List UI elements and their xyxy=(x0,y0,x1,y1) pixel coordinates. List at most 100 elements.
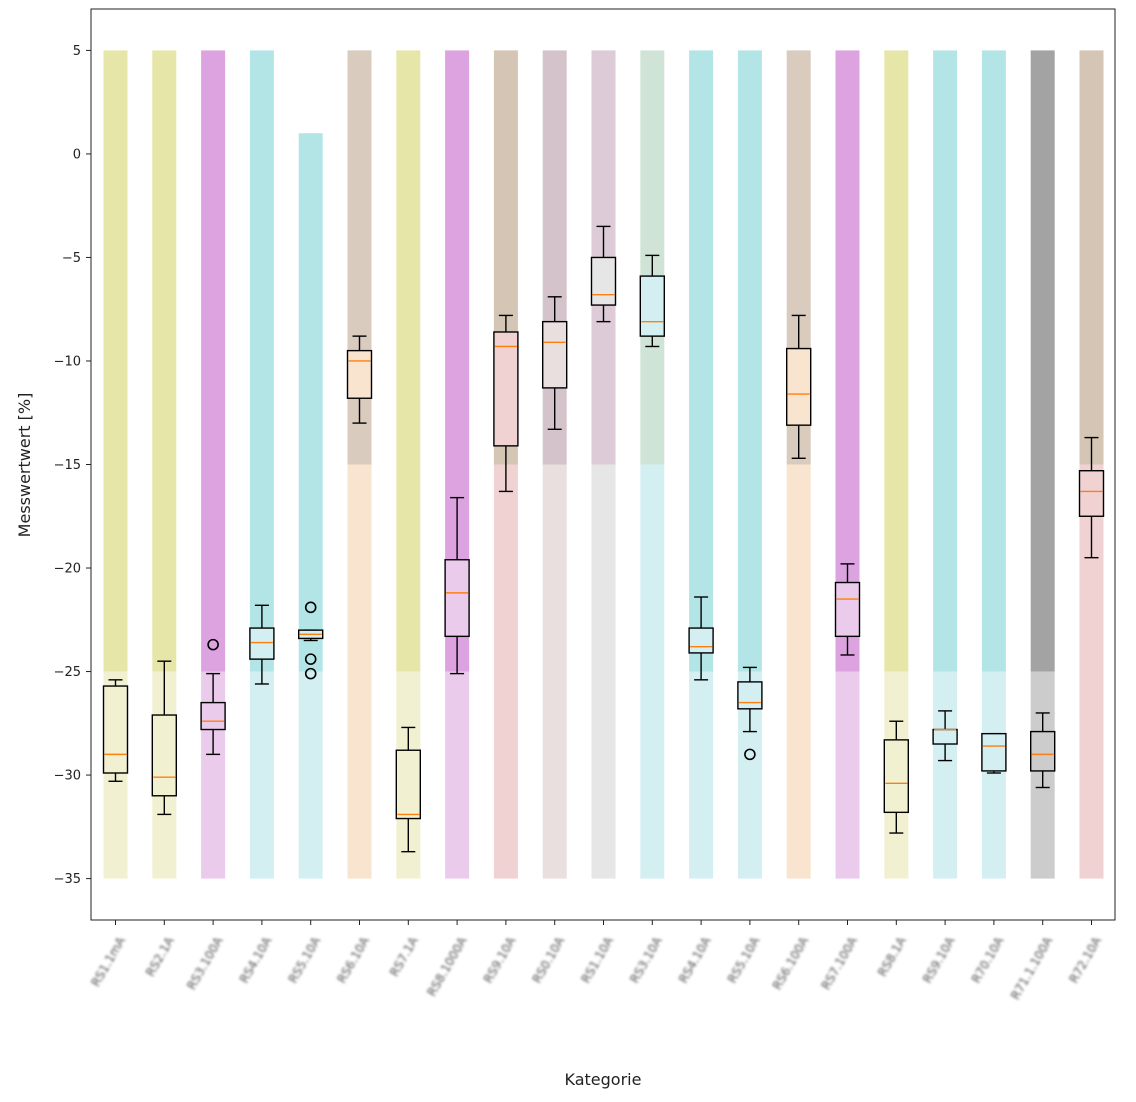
outlier-point xyxy=(744,748,756,761)
y-tick-label: 0 xyxy=(73,147,81,162)
box-16 xyxy=(834,563,861,656)
band-20 xyxy=(1030,50,1055,879)
box-2 xyxy=(151,660,178,816)
y-tick-label: 5 xyxy=(73,44,81,59)
box-15 xyxy=(786,314,812,459)
box-iqr xyxy=(200,701,226,731)
box-iqr xyxy=(834,581,861,638)
background-bands xyxy=(103,50,1104,879)
box-iqr xyxy=(395,749,421,820)
box-iqr xyxy=(1078,470,1105,517)
box-iqr xyxy=(981,732,1007,772)
x-tick-label: RS3.100A xyxy=(184,934,226,992)
band-upper-segment xyxy=(933,50,958,672)
box-iqr xyxy=(493,331,519,447)
y-tick-label: −25 xyxy=(54,665,81,680)
box-plots xyxy=(102,225,1105,853)
band-upper-segment xyxy=(884,50,909,672)
x-tick-label: RS1.10A xyxy=(579,934,617,986)
box-iqr xyxy=(590,256,617,306)
band-6 xyxy=(347,50,372,879)
x-tick-label: RS0.10A xyxy=(530,934,568,986)
box-13 xyxy=(688,596,714,681)
x-tick-label: RS7.100A xyxy=(819,934,861,992)
box-7 xyxy=(395,726,421,853)
band-19 xyxy=(981,50,1006,879)
x-tick-label: RS6.100A xyxy=(770,934,812,992)
y-tick-label: −15 xyxy=(54,458,81,473)
box-12 xyxy=(639,254,665,348)
band-upper-segment xyxy=(152,50,177,672)
band-lower-segment xyxy=(933,671,958,879)
x-tick-label: R70.10A xyxy=(969,934,1007,986)
x-tick-label: RS5.10A xyxy=(725,934,763,986)
box-5 xyxy=(298,601,324,680)
y-axis-title: Messwertwert [%] xyxy=(15,393,34,538)
band-upper-segment xyxy=(1030,50,1055,672)
x-tick-label: RS8.1000A xyxy=(424,934,470,999)
band-14 xyxy=(737,50,762,879)
band-lower-segment xyxy=(981,671,1006,879)
box-17 xyxy=(883,720,909,834)
band-lower-segment xyxy=(689,671,714,879)
x-tick-label: RS4.10A xyxy=(676,934,714,986)
box-iqr xyxy=(444,559,470,638)
x-tick-label: RS9.10A xyxy=(481,934,519,986)
band-10 xyxy=(542,50,567,879)
band-lower-segment xyxy=(591,464,616,879)
band-upper-segment xyxy=(737,50,762,672)
x-tick-label: R71.1.100A xyxy=(1008,934,1056,1002)
band-lower-segment xyxy=(445,671,470,879)
band-upper-segment xyxy=(396,50,421,672)
x-tick-label: RS5.10A xyxy=(286,934,324,986)
box-19 xyxy=(981,732,1007,774)
x-tick-label: RS9.10A xyxy=(920,934,958,986)
x-tick-label: RS3.10A xyxy=(627,934,665,986)
box-iqr xyxy=(151,714,178,797)
band-16 xyxy=(835,50,860,879)
box-6 xyxy=(346,335,373,424)
box-iqr xyxy=(346,349,373,399)
band-upper-segment xyxy=(689,50,714,672)
band-5 xyxy=(298,133,323,879)
band-8 xyxy=(445,50,470,879)
band-lower-segment xyxy=(493,464,518,879)
box-20 xyxy=(1029,712,1056,789)
band-upper-segment xyxy=(249,50,274,672)
band-upper-segment xyxy=(201,50,226,672)
box-iqr xyxy=(883,739,909,814)
band-lower-segment xyxy=(786,464,811,879)
box-3 xyxy=(200,638,226,756)
box-iqr xyxy=(688,627,714,654)
band-lower-segment xyxy=(640,464,665,879)
band-upper-segment xyxy=(1079,50,1104,465)
box-4 xyxy=(249,604,275,685)
x-tick-label: RS8.1A xyxy=(875,934,909,979)
y-tick-label: −35 xyxy=(54,872,81,887)
band-lower-segment xyxy=(835,671,860,879)
band-12 xyxy=(640,50,665,879)
x-tick-label: RS7.1A xyxy=(387,934,421,979)
band-upper-segment xyxy=(981,50,1006,672)
band-18 xyxy=(933,50,958,879)
box-iqr xyxy=(639,275,665,337)
box-1 xyxy=(102,679,129,782)
box-21 xyxy=(1078,436,1105,559)
band-upper-segment xyxy=(298,133,323,672)
box-iqr xyxy=(737,681,763,710)
x-axis-title: Kategorie xyxy=(565,1070,642,1089)
band-4 xyxy=(249,50,274,879)
band-3 xyxy=(201,50,226,879)
box-8 xyxy=(444,496,470,675)
band-lower-segment xyxy=(298,671,323,879)
box-iqr xyxy=(542,320,568,389)
box-9 xyxy=(493,314,519,493)
x-tick-label: RS1.1mA xyxy=(89,934,129,989)
band-13 xyxy=(689,50,714,879)
box-11 xyxy=(590,225,617,323)
box-14 xyxy=(737,666,763,761)
y-axis: 5 0 −5 −10 −15 −20 −25 −30 −35 xyxy=(54,44,91,887)
y-tick-label: −20 xyxy=(54,562,81,577)
band-11 xyxy=(591,50,616,879)
